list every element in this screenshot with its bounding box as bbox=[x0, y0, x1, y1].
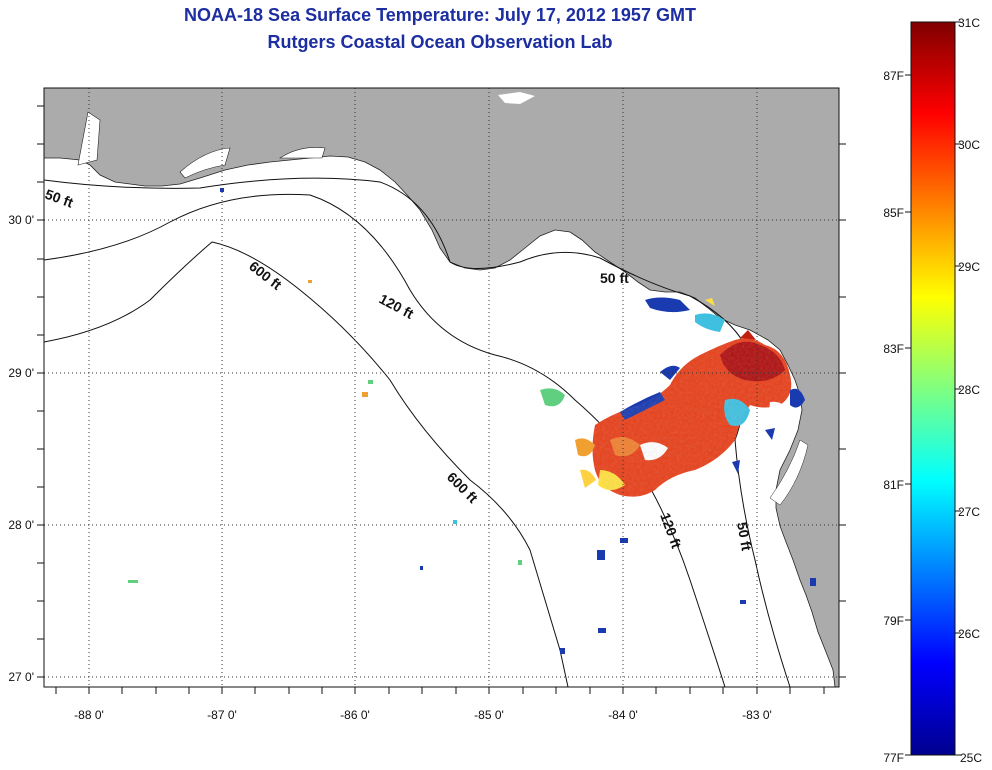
lat-label: 28 0' bbox=[8, 518, 34, 532]
colorbar-celsius-label: 31C bbox=[958, 16, 980, 30]
colorbar-fahrenheit-label: 79F bbox=[883, 614, 904, 628]
lat-label: 27 0' bbox=[8, 670, 34, 684]
bay-inlet bbox=[77, 111, 101, 166]
tick-marks bbox=[37, 105, 846, 694]
contour-label-50ft: 50 ft bbox=[600, 270, 629, 286]
colorbar-fahrenheit-label: 81F bbox=[883, 478, 904, 492]
colorbar-celsius-label: 30C bbox=[958, 138, 980, 152]
lon-label: -84 0' bbox=[608, 708, 638, 722]
colorbar-celsius-label: 29C bbox=[958, 260, 980, 274]
colorbar-celsius-label: 28C bbox=[958, 383, 980, 397]
lat-label: 30 0' bbox=[8, 213, 34, 227]
colorbar-celsius-label: 25C bbox=[960, 751, 982, 765]
map-subtitle: Rutgers Coastal Ocean Observation Lab bbox=[267, 32, 613, 52]
contour-120ft bbox=[44, 193, 726, 687]
bay-inlet bbox=[769, 439, 809, 506]
colorbar-fahrenheit-label: 83F bbox=[883, 342, 904, 356]
lon-label: -87 0' bbox=[207, 708, 237, 722]
sst-data-patch bbox=[540, 297, 805, 497]
sst-scatter bbox=[128, 188, 816, 654]
colorbar-ticks bbox=[905, 21, 961, 756]
lon-label: -86 0' bbox=[340, 708, 370, 722]
contour-50ft bbox=[44, 177, 791, 687]
colorbar-fahrenheit-label: 85F bbox=[883, 206, 904, 220]
colorbar-fahrenheit-label: 77F bbox=[883, 751, 904, 765]
colorbar-celsius-label: 27C bbox=[958, 505, 980, 519]
colorbar bbox=[910, 21, 956, 756]
bay-inlet bbox=[278, 147, 326, 159]
lon-label: -83 0' bbox=[742, 708, 772, 722]
bay-inlet bbox=[179, 147, 231, 179]
lon-label: -85 0' bbox=[474, 708, 504, 722]
map-title: NOAA-18 Sea Surface Temperature: July 17… bbox=[184, 5, 696, 25]
colorbar-celsius-label: 26C bbox=[958, 627, 980, 641]
lat-label: 29 0' bbox=[8, 366, 34, 380]
contour-label-50ft: 50 ft bbox=[734, 521, 755, 552]
map-border bbox=[43, 87, 840, 688]
gridlines bbox=[44, 88, 839, 687]
lake bbox=[498, 92, 535, 104]
lon-label: -88 0' bbox=[74, 708, 104, 722]
colorbar-fahrenheit-label: 87F bbox=[883, 69, 904, 83]
land-mass bbox=[44, 88, 839, 687]
